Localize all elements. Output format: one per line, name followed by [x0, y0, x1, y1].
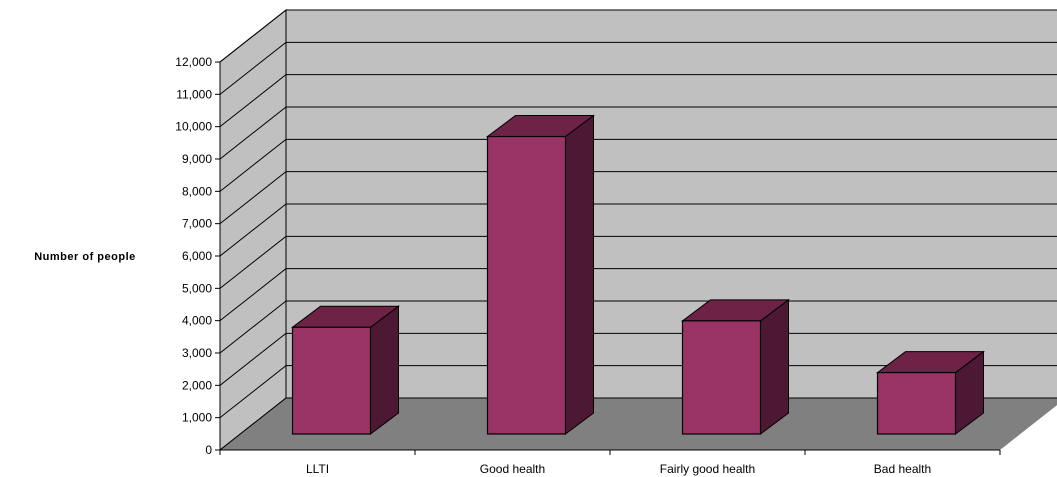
y-tick-label: 8,000 [182, 184, 212, 198]
bar-front [876, 371, 957, 435]
gridline [219, 365, 1057, 419]
bar-front [486, 135, 567, 435]
y-tick-label: 5,000 [182, 281, 212, 295]
x-tick-labels: LLTI Good health Fairly good health Bad hea… [306, 462, 931, 476]
bar-side [565, 114, 594, 435]
y-tick-label: 6,000 [182, 249, 212, 263]
gridline [219, 106, 1057, 160]
bar-front [291, 326, 372, 435]
gridline [219, 268, 1057, 322]
y-tick-label: 3,000 [182, 346, 212, 360]
gridline [219, 138, 1057, 192]
y-tick-label: 0 [205, 443, 212, 457]
gridline [219, 74, 1057, 128]
y-tick-label: 10,000 [175, 120, 212, 134]
bar [291, 305, 400, 435]
y-tick-label: 9,000 [182, 152, 212, 166]
gridline [219, 332, 1057, 386]
gridlines [219, 9, 1057, 451]
y-axis-label: Number of people [34, 251, 136, 263]
bar-side [760, 298, 789, 435]
gridline [219, 235, 1057, 289]
x-tick-label: Bad health [874, 462, 931, 476]
floor [220, 398, 1057, 450]
bar [486, 114, 595, 435]
y-tick-labels: 0 1,000 2,000 3,000 4,000 5,000 6,000 7,000 8,00… [175, 55, 212, 457]
gridline [219, 397, 1057, 451]
y-tick-label: 12,000 [175, 55, 212, 69]
gridline [219, 203, 1057, 257]
x-tick-label: Fairly good health [660, 462, 755, 476]
gridline [219, 9, 1057, 63]
axes [215, 61, 1001, 455]
bars [291, 114, 985, 435]
gridline [219, 41, 1057, 95]
bar [681, 298, 790, 435]
gridline [219, 300, 1057, 354]
x-tick-label: LLTI [306, 462, 329, 476]
y-tick-label: 11,000 [176, 87, 212, 101]
bar-side [370, 305, 399, 435]
y-tick-label: 4,000 [182, 314, 212, 328]
y-tick-label: 2,000 [182, 378, 212, 392]
y-tick-label: 1,000 [182, 411, 212, 425]
bar [876, 350, 985, 435]
gridline [219, 171, 1057, 225]
x-tick-label: Good health [480, 462, 545, 476]
y-tick-label: 7,000 [182, 217, 212, 231]
bar-front [681, 320, 762, 435]
